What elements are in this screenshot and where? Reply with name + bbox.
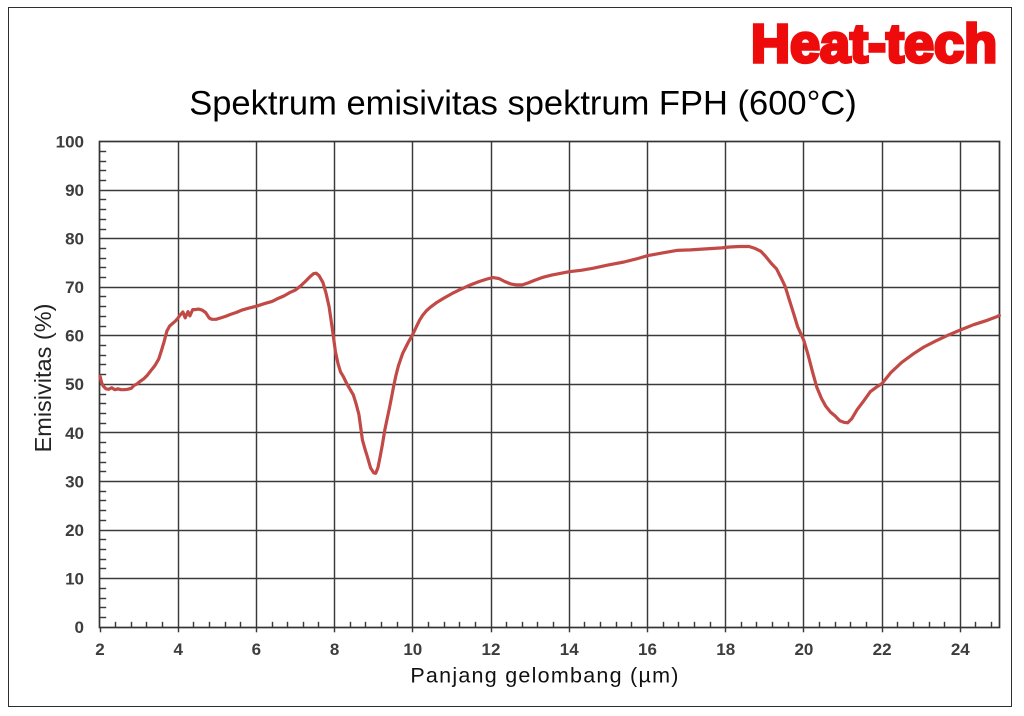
svg-text:0: 0	[75, 618, 84, 637]
svg-text:6: 6	[252, 640, 261, 659]
svg-text:24: 24	[951, 640, 970, 659]
svg-text:18: 18	[716, 640, 735, 659]
svg-text:30: 30	[65, 472, 84, 491]
svg-text:20: 20	[65, 521, 84, 540]
svg-text:70: 70	[65, 278, 84, 297]
svg-text:22: 22	[873, 640, 892, 659]
svg-text:90: 90	[65, 181, 84, 200]
svg-text:80: 80	[65, 230, 84, 249]
svg-text:Emisivitas (%): Emisivitas (%)	[30, 304, 56, 453]
svg-text:Panjang gelombang (µm): Panjang gelombang (µm)	[410, 664, 679, 688]
svg-text:2: 2	[95, 640, 104, 659]
svg-text:16: 16	[638, 640, 657, 659]
svg-text:60: 60	[65, 327, 84, 346]
svg-text:50: 50	[65, 375, 84, 394]
svg-text:8: 8	[330, 640, 339, 659]
svg-text:40: 40	[65, 424, 84, 443]
svg-text:12: 12	[482, 640, 501, 659]
svg-text:100: 100	[56, 132, 84, 151]
svg-text:14: 14	[560, 640, 579, 659]
svg-text:Spektrum emisivitas spektrum F: Spektrum emisivitas spektrum FPH (600°C)	[189, 85, 857, 123]
svg-text:10: 10	[403, 640, 422, 659]
svg-text:4: 4	[173, 640, 183, 659]
svg-text:10: 10	[65, 569, 84, 588]
svg-text:20: 20	[794, 640, 813, 659]
